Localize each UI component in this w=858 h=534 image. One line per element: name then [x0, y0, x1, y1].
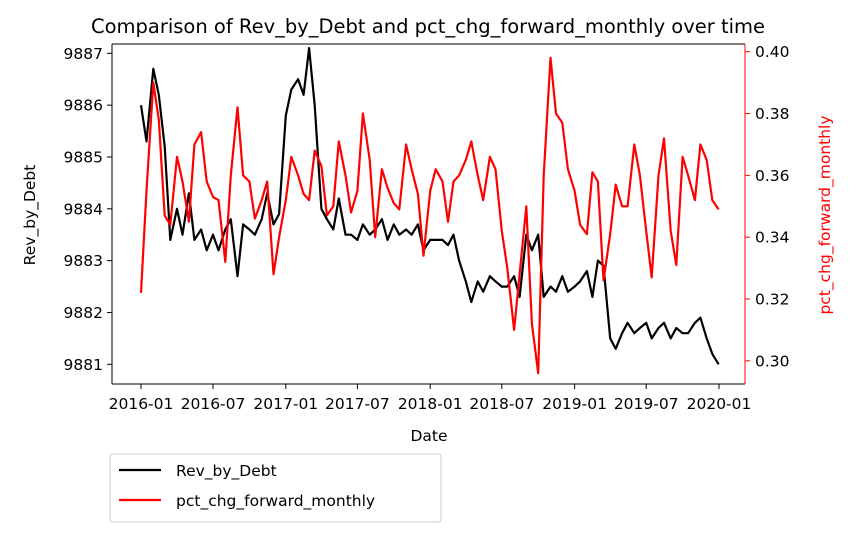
plot-area: 2016-01 2016-07 2017-01 2017-07 2018-01 2018-…	[64, 43, 790, 413]
y-tick-label-right: 0.34	[755, 229, 790, 247]
y-tick-label-left: 9884	[64, 200, 103, 218]
legend-label-pct-chg-forward-monthly: pct_chg_forward_monthly	[176, 492, 375, 511]
y-tick-label-left: 9882	[64, 304, 103, 322]
y-tick-label-right: 0.38	[755, 105, 790, 123]
x-tick-label: 2017-07	[325, 395, 390, 413]
x-tick-label: 2018-01	[398, 395, 463, 413]
y-tick-label-right: 0.32	[755, 291, 790, 309]
series-line-rev-by-debt	[139, 46, 720, 365]
x-tick-label: 2020-01	[687, 395, 752, 413]
y-tick-label-right: 0.40	[755, 43, 790, 61]
x-tick-label: 2019-01	[542, 395, 607, 413]
y-axis-label-left: Rev_by_Debt	[21, 165, 40, 266]
x-tick-label: 2017-01	[253, 395, 318, 413]
y-axis-label-right: pct_chg_forward_monthly	[816, 115, 835, 314]
y-tick-label-left: 9881	[64, 356, 103, 374]
y-tick-label-left: 9886	[64, 97, 103, 115]
x-axis-label: Date	[410, 427, 447, 445]
x-tick-label: 2016-07	[181, 395, 246, 413]
x-tick-label: 2016-01	[109, 395, 174, 413]
x-tick-label: 2019-07	[614, 395, 679, 413]
y-tick-label-left: 9883	[64, 252, 103, 270]
legend: Rev_by_Debt pct_chg_forward_monthly	[109, 453, 442, 523]
y-tick-label-right: 0.36	[755, 167, 790, 185]
x-tick-label: 2018-07	[469, 395, 534, 413]
chart-title: Comparison of Rev_by_Debt and pct_chg_fo…	[91, 15, 765, 38]
y-tick-label-left: 9885	[64, 148, 103, 166]
y-tick-label-right: 0.30	[755, 352, 790, 370]
legend-frame	[109, 453, 442, 523]
legend-label-rev-by-debt: Rev_by_Debt	[176, 462, 277, 481]
y-tick-label-left: 9887	[64, 45, 103, 63]
series-line-pct-chg-forward-monthly	[139, 56, 720, 375]
